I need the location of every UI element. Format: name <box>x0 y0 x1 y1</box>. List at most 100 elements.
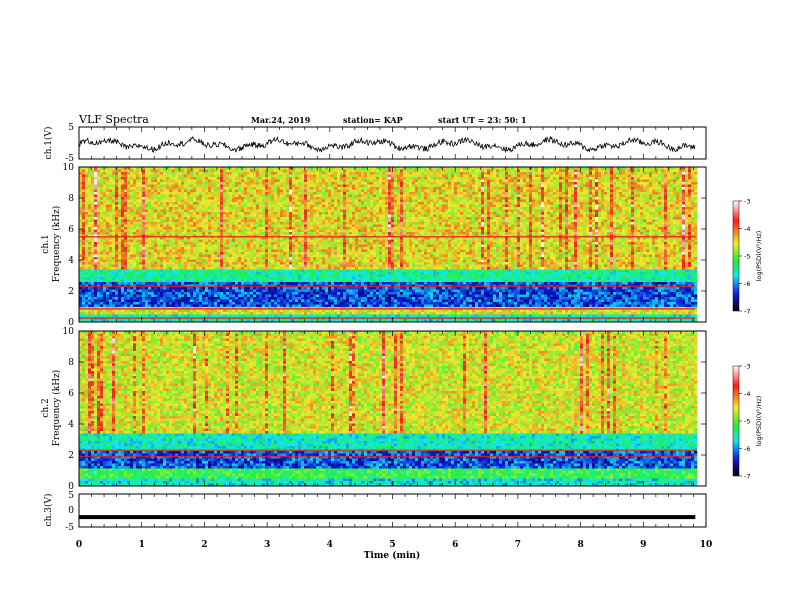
spectrogram-cell <box>262 292 266 295</box>
spectrogram-cell <box>301 242 305 245</box>
spectrogram-cell <box>94 227 98 230</box>
spectrogram-cell <box>79 169 83 173</box>
spectrogram-cell <box>301 222 305 225</box>
spectrogram-cell <box>88 224 92 228</box>
spectrogram-cell <box>151 192 155 195</box>
spectrogram-cell <box>127 207 131 210</box>
spectrogram-cell <box>124 172 128 175</box>
spectrogram-cell <box>223 249 227 253</box>
spectrogram-cell <box>193 217 197 220</box>
spectrogram-cell <box>82 194 86 198</box>
spectrogram-cell <box>265 312 269 315</box>
spectrogram-cell <box>244 252 248 255</box>
spectrogram-cell <box>286 299 290 303</box>
spectrogram-cell <box>301 229 305 233</box>
spectrogram-cell <box>169 237 173 240</box>
spectrogram-cell <box>250 309 254 313</box>
spectrogram-cell <box>130 244 134 248</box>
spectrogram-cell <box>268 292 272 295</box>
spectrogram-cell <box>196 299 200 303</box>
spectrogram-cell <box>274 302 278 305</box>
spectrogram-cell <box>310 282 314 285</box>
spectrogram-cell <box>223 167 227 170</box>
spectrogram-cell <box>259 234 263 238</box>
spectrogram-cell <box>256 312 260 315</box>
spectrogram-cell <box>166 217 170 220</box>
spectrogram-cell <box>154 289 158 293</box>
spectrogram-cell <box>298 299 302 303</box>
spectrogram-cell <box>133 204 137 208</box>
spectrogram-cell <box>292 244 296 248</box>
spectrogram-cell <box>166 312 170 315</box>
spectrogram-cell <box>202 269 206 273</box>
spectrogram-cell <box>139 207 143 210</box>
spectrogram-cell <box>205 192 209 195</box>
spectrogram-cell <box>100 217 104 220</box>
spectrogram-cell <box>172 287 176 290</box>
spectrogram-cell <box>313 172 317 175</box>
spectrogram-cell <box>280 217 284 220</box>
spectrogram-cell <box>124 229 128 233</box>
spectrogram-cell <box>175 287 179 290</box>
spectrogram-cell <box>127 234 131 238</box>
spectrogram-cell <box>139 319 143 323</box>
spectrogram-cell <box>154 167 158 170</box>
spectrogram-cell <box>256 182 260 185</box>
spectrogram-cell <box>124 247 128 250</box>
spectrogram-cell <box>133 244 137 248</box>
spectrogram-cell <box>274 197 278 200</box>
spectrogram-cell <box>148 279 152 283</box>
spectrogram-cell <box>91 249 95 253</box>
spectrogram-cell <box>310 224 314 228</box>
spectrogram-cell <box>106 247 110 250</box>
spectrogram-cell <box>208 319 212 323</box>
spectrogram-cell <box>265 234 269 238</box>
spectrogram-cell <box>259 232 263 235</box>
spectrogram-cell <box>307 267 311 270</box>
spectrogram-cell <box>88 202 92 205</box>
spectrogram-cell <box>112 302 116 305</box>
spectrogram-cell <box>163 207 167 210</box>
spectrogram-cell <box>307 182 311 185</box>
spectrogram-cell <box>211 242 215 245</box>
spectrogram-cell <box>172 267 176 270</box>
spectrogram-cell <box>196 272 200 275</box>
spectrogram-cell <box>307 217 311 220</box>
spectrogram-cell <box>133 272 137 275</box>
spectrogram-cell <box>88 227 92 230</box>
spectrogram-cell <box>118 167 122 170</box>
spectrogram-cell <box>121 297 125 300</box>
spectrogram-cell <box>205 242 209 245</box>
spectrogram-cell <box>307 192 311 195</box>
spectrogram-cell <box>181 269 185 273</box>
spectrogram-cell <box>157 204 161 208</box>
spectrogram-cell <box>247 314 251 318</box>
spectrogram-cell <box>286 309 290 313</box>
spectrogram-cell <box>139 297 143 300</box>
spectrogram-cell <box>205 292 209 295</box>
spectrogram-cell <box>130 312 134 315</box>
spectrogram-cell <box>199 187 203 190</box>
spectrogram-cell <box>79 264 83 268</box>
spectrogram-cell <box>130 234 134 238</box>
spectrogram-cell <box>169 289 173 293</box>
spectrogram-cell <box>88 302 92 305</box>
spectrogram-cell <box>172 232 176 235</box>
spectrogram-cell <box>82 174 86 178</box>
spectrogram-cell <box>118 174 122 178</box>
spectrogram-cell <box>196 267 200 270</box>
spectrogram-cell <box>100 222 104 225</box>
spectrogram-cell <box>103 282 107 285</box>
spectrogram-cell <box>304 169 308 173</box>
spectrogram-cell <box>97 192 101 195</box>
spectrogram-cell <box>238 192 242 195</box>
spectrogram-cell <box>109 319 113 323</box>
spectrogram-cell <box>124 224 128 228</box>
spectrogram-cell <box>157 244 161 248</box>
spectrogram-cell <box>94 182 98 185</box>
spectrogram-cell <box>142 232 146 235</box>
spectrogram-cell <box>148 187 152 190</box>
spectrogram-cell <box>304 294 308 298</box>
spectrogram-cell <box>166 172 170 175</box>
spectrogram-cell <box>283 197 287 200</box>
